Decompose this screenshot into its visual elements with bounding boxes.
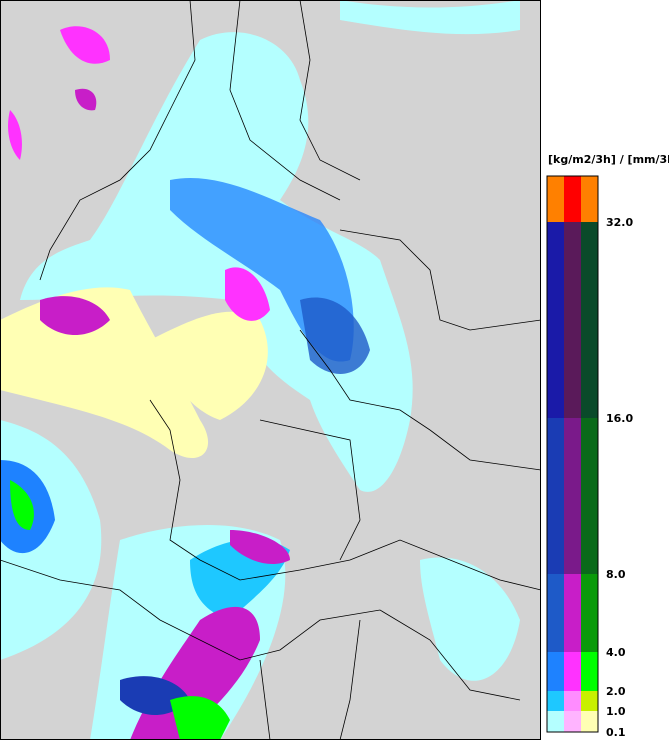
legend-swatch bbox=[581, 711, 598, 732]
legend-swatch bbox=[564, 222, 581, 418]
legend-swatch bbox=[547, 711, 564, 732]
legend-swatch bbox=[547, 691, 564, 711]
legend-tick-label: 16.0 bbox=[606, 412, 633, 425]
legend-swatch bbox=[547, 418, 564, 574]
legend-swatch bbox=[581, 418, 598, 574]
legend-swatch bbox=[564, 711, 581, 732]
legend-tick-label: 8.0 bbox=[606, 568, 626, 581]
legend-swatch bbox=[564, 418, 581, 574]
legend-swatch bbox=[564, 691, 581, 711]
legend-title: [kg/m2/3h] / [mm/3h] bbox=[548, 153, 669, 166]
legend-swatch bbox=[547, 652, 564, 691]
borders bbox=[0, 0, 542, 740]
legend-swatch bbox=[547, 222, 564, 418]
legend-swatch bbox=[564, 574, 581, 652]
legend-frame bbox=[546, 175, 599, 733]
legend-tick-label: 4.0 bbox=[606, 646, 626, 659]
legend-swatch bbox=[581, 691, 598, 711]
legend-swatch bbox=[547, 574, 564, 652]
legend-tick-label: 1.0 bbox=[606, 705, 626, 718]
legend-swatch bbox=[547, 176, 564, 222]
legend-swatch bbox=[581, 176, 598, 222]
legend-tick-label: 32.0 bbox=[606, 216, 633, 229]
legend-swatch bbox=[564, 176, 581, 222]
legend-swatch bbox=[581, 652, 598, 691]
legend-swatch bbox=[581, 574, 598, 652]
precipitation-fields bbox=[0, 0, 520, 740]
legend-colorbar bbox=[546, 175, 599, 733]
legend-ticks: 0.1 1.0 2.0 4.0 8.0 16.0 32.0 bbox=[606, 216, 633, 739]
legend-swatch bbox=[581, 222, 598, 418]
legend-tick-label: 2.0 bbox=[606, 685, 626, 698]
legend-tick-label: 0.1 bbox=[606, 726, 626, 739]
legend-swatch bbox=[564, 652, 581, 691]
